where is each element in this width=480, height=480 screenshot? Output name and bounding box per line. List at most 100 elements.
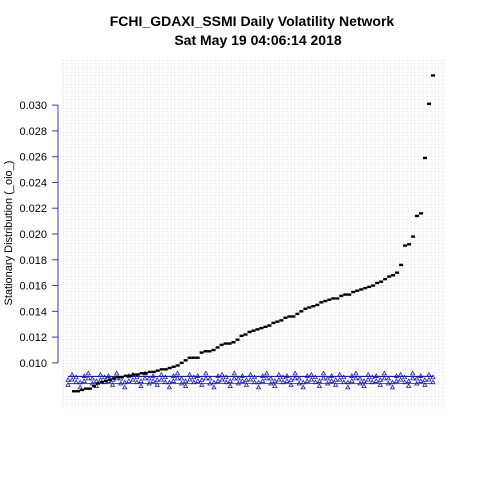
black-marker: [247, 330, 252, 334]
blue-marker: [158, 376, 164, 382]
black-marker: [203, 350, 208, 353]
black-marker: [111, 377, 116, 380]
black-marker: [183, 359, 188, 362]
blue-marker: [377, 381, 383, 387]
black-marker: [343, 293, 348, 296]
plot-grid: [62, 59, 445, 409]
blue-marker: [215, 373, 221, 378]
black-marker: [103, 379, 108, 383]
black-marker: [423, 156, 428, 160]
black-marker: [287, 315, 292, 318]
blue-marker: [422, 381, 428, 387]
blue-marker: [146, 375, 152, 381]
blue-marker: [320, 370, 327, 376]
blue-marker: [235, 375, 242, 381]
blue-marker: [65, 381, 71, 387]
black-marker: [179, 361, 184, 365]
y-axis: 0.010 0.012 0.014 0.016 0.018 0.020 0.022 0.024…: [19, 100, 59, 370]
blue-marker: [393, 373, 400, 378]
blue-marker: [81, 373, 87, 378]
black-marker: [163, 368, 168, 371]
blue-marker: [304, 378, 310, 383]
black-marker: [175, 364, 180, 367]
blue-marker: [231, 370, 237, 376]
blue-marker: [397, 376, 404, 382]
blue-marker: [353, 375, 359, 381]
blue-marker: [105, 373, 112, 378]
blue-marker: [332, 376, 339, 382]
blue-marker: [255, 384, 262, 390]
blue-marker: [227, 378, 233, 383]
blue-marker: [272, 383, 278, 388]
blue-marker: [349, 378, 355, 383]
blue-marker: [170, 378, 177, 383]
y-tick-label: 0.010: [19, 358, 47, 370]
black-marker: [339, 294, 344, 298]
blue-marker: [300, 384, 306, 390]
y-tick-label: 0.018: [19, 255, 47, 267]
chart-subtitle: Sat May 19 04:06:14 2018: [174, 32, 342, 48]
blue-marker: [320, 375, 327, 381]
blue-marker: [178, 375, 185, 381]
black-marker: [411, 235, 416, 238]
blue-marker: [81, 378, 87, 383]
blue-marker: [389, 384, 396, 390]
black-marker: [295, 312, 300, 316]
blue-marker: [199, 376, 205, 382]
black-marker: [367, 285, 372, 289]
blue-marker: [308, 376, 315, 382]
y-tick-label: 0.030: [19, 100, 47, 112]
series-uniform-band: [65, 370, 436, 390]
black-marker: [375, 281, 380, 285]
black-marker: [395, 271, 400, 274]
black-marker: [115, 375, 120, 379]
chart-title: FCHI_GDAXI_SSMI Daily Volatility Network: [110, 13, 395, 29]
black-marker: [259, 326, 264, 330]
blue-marker: [199, 381, 205, 387]
black-marker: [415, 214, 420, 218]
blue-marker: [292, 375, 298, 381]
y-tick-label: 0.020: [19, 229, 47, 241]
blue-marker: [243, 381, 250, 387]
blue-marker: [182, 378, 189, 383]
blue-marker: [316, 383, 323, 388]
black-marker: [143, 372, 148, 375]
black-marker: [167, 366, 172, 370]
blue-marker: [405, 378, 412, 383]
black-marker: [347, 293, 352, 296]
blue-marker: [259, 378, 266, 383]
blue-marker: [243, 376, 250, 382]
black-marker: [131, 373, 136, 376]
blue-marker: [227, 383, 233, 388]
black-marker: [431, 74, 435, 77]
black-marker: [223, 342, 228, 345]
black-marker: [195, 356, 200, 359]
black-marker: [251, 329, 256, 332]
blue-marker: [170, 373, 177, 378]
blue-marker: [418, 373, 424, 378]
black-marker: [75, 390, 80, 393]
blue-marker: [89, 375, 96, 381]
black-marker: [271, 321, 276, 325]
black-marker: [219, 343, 224, 347]
black-marker: [275, 320, 280, 323]
blue-marker: [361, 383, 367, 388]
blue-marker: [426, 376, 432, 382]
blue-marker: [296, 375, 302, 381]
blue-marker: [154, 376, 160, 382]
black-marker: [211, 348, 216, 352]
black-marker: [351, 290, 356, 294]
blue-marker: [328, 373, 335, 378]
y-tick-label: 0.014: [19, 306, 47, 318]
blue-marker: [239, 378, 246, 383]
blue-marker: [418, 378, 424, 383]
blue-marker: [284, 373, 290, 378]
black-marker: [255, 328, 260, 331]
blue-marker: [422, 376, 428, 382]
blue-marker: [284, 378, 290, 383]
black-marker: [239, 334, 244, 338]
black-marker: [72, 390, 76, 393]
black-marker: [155, 369, 160, 372]
blue-marker: [65, 376, 71, 382]
black-marker: [139, 372, 144, 375]
